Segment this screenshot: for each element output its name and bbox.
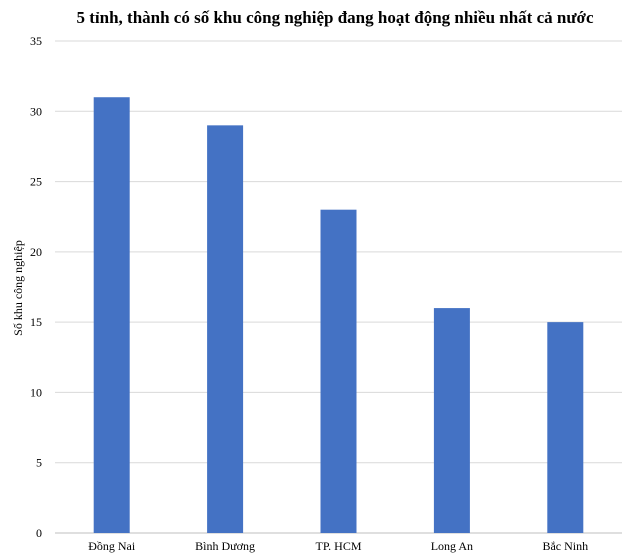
y-tick-label: 35 <box>30 34 42 48</box>
x-tick-label: Đồng Nai <box>88 539 136 553</box>
bar <box>207 125 244 533</box>
x-tick-label: TP. HCM <box>315 539 361 553</box>
bar <box>547 322 584 533</box>
bars <box>93 97 584 533</box>
y-tick-label: 0 <box>36 526 42 540</box>
y-tick-label: 15 <box>30 315 42 329</box>
bar <box>433 308 470 533</box>
y-tick-label: 30 <box>30 104 42 118</box>
y-tick-label: 25 <box>30 175 42 189</box>
chart-title: 5 tỉnh, thành có số khu công nghiệp đang… <box>76 8 593 27</box>
y-tick-label: 5 <box>36 456 42 470</box>
bar <box>93 97 130 533</box>
y-tick-label: 20 <box>30 245 42 259</box>
x-tick-label: Long An <box>431 539 473 553</box>
x-tick-label: Bắc Ninh <box>542 539 588 553</box>
x-axis-ticks: Đồng Nai Bình Dương TP. HCM Long An Bắc Ninh <box>88 539 588 553</box>
y-tick-label: 10 <box>30 385 42 399</box>
bar <box>320 209 357 533</box>
y-axis-label: Số khu công nghiệp <box>11 240 25 336</box>
y-axis-ticks: 0 5 10 15 20 25 30 35 <box>30 34 42 540</box>
x-tick-label: Bình Dương <box>195 539 255 553</box>
